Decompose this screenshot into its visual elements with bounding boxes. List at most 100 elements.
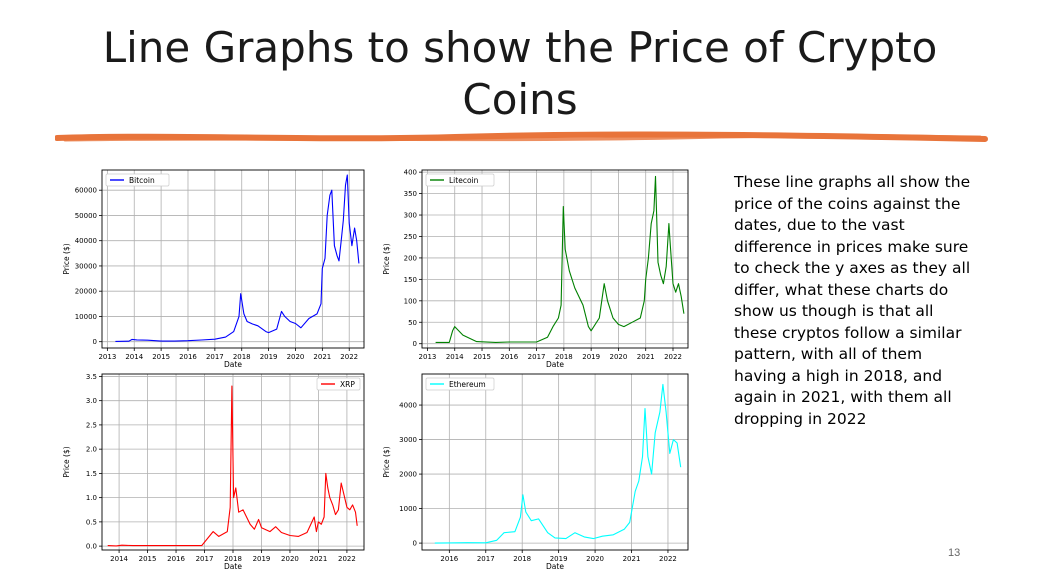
y-tick-label: 150 bbox=[404, 276, 417, 284]
underline-stroke-2 bbox=[63, 134, 982, 142]
x-tick-label: 2015 bbox=[139, 555, 157, 563]
x-tick-label: 2018 bbox=[233, 353, 251, 361]
slide-description: These line graphs all show the price of … bbox=[734, 173, 971, 428]
legend-label: Bitcoin bbox=[129, 176, 155, 185]
legend-box bbox=[316, 377, 361, 391]
y-tick-label: 1.5 bbox=[86, 470, 97, 478]
y-tick-label: 30000 bbox=[75, 262, 97, 270]
series-line-ethereum bbox=[434, 383, 682, 544]
x-axis-label: Date bbox=[546, 562, 564, 571]
y-tick-label: 400 bbox=[404, 169, 417, 177]
x-tick-label: 2014 bbox=[446, 353, 464, 361]
y-tick-label: 300 bbox=[404, 212, 417, 220]
x-tick-label: 2020 bbox=[610, 353, 628, 361]
title-underline bbox=[55, 131, 988, 142]
ethereum-chart: 2016 2017 2018 2019 2020 2021 2022 0 1000 2000 300… bbox=[382, 373, 689, 571]
y-axis-label: Price ($) bbox=[382, 446, 391, 477]
x-tick-label: 2015 bbox=[152, 353, 170, 361]
x-tick-label: 2022 bbox=[659, 555, 677, 563]
y-tick-label: 40000 bbox=[75, 237, 97, 245]
y-tick-label: 0.5 bbox=[86, 518, 97, 526]
x-tick-label: 2013 bbox=[98, 353, 116, 361]
series-line-xrp bbox=[107, 385, 358, 547]
legend-box bbox=[425, 377, 495, 391]
plot-frame bbox=[421, 373, 689, 551]
x-axis-label: Date bbox=[546, 360, 564, 369]
x-tick-label: 2021 bbox=[637, 353, 655, 361]
x-tick-label: 2020 bbox=[281, 555, 299, 563]
legend: Litecoin bbox=[425, 173, 495, 187]
y-tick-label: 4000 bbox=[399, 402, 417, 410]
x-tick-label: 2014 bbox=[125, 353, 143, 361]
litecoin-chart: 2013 2014 2015 2016 2017 2018 2019 2020 2021 2022… bbox=[382, 169, 689, 369]
x-tick-label: 2013 bbox=[419, 353, 437, 361]
x-tick-label: 2016 bbox=[500, 353, 518, 361]
y-tick-label: 20000 bbox=[75, 288, 97, 296]
y-tick-label: 50000 bbox=[75, 212, 97, 220]
x-tick-label: 2014 bbox=[110, 555, 128, 563]
legend-label: Litecoin bbox=[449, 176, 479, 185]
y-tick-label: 0.0 bbox=[86, 543, 97, 551]
legend: Bitcoin bbox=[105, 173, 170, 187]
x-tick-label: 2017 bbox=[528, 353, 546, 361]
x-tick-label: 2017 bbox=[477, 555, 495, 563]
y-tick-label: 3000 bbox=[399, 436, 417, 444]
plot-frame bbox=[101, 169, 365, 349]
bitcoin-chart: 2013 2014 2015 2016 2017 2018 2019 2020 2021 2022… bbox=[62, 169, 365, 369]
x-tick-label: 2022 bbox=[664, 353, 682, 361]
y-tick-label: 0 bbox=[413, 540, 417, 548]
slide-title: Line Graphs to show the Price of Crypto … bbox=[102, 23, 938, 124]
x-tick-label: 2018 bbox=[555, 353, 573, 361]
y-tick-label: 250 bbox=[404, 233, 417, 241]
x-tick-label: 2022 bbox=[340, 353, 358, 361]
series-line-litecoin bbox=[435, 175, 685, 343]
y-tick-label: 1.0 bbox=[86, 494, 97, 502]
x-tick-label: 2018 bbox=[224, 555, 242, 563]
x-tick-label: 2019 bbox=[260, 353, 278, 361]
x-axis-label: Date bbox=[224, 360, 242, 369]
x-tick-label: 2015 bbox=[473, 353, 491, 361]
legend: Ethereum bbox=[425, 377, 495, 391]
y-tick-label: 1000 bbox=[399, 505, 417, 513]
x-tick-label: 2018 bbox=[513, 555, 531, 563]
y-axis-label: Price ($) bbox=[382, 243, 391, 274]
legend: XRP bbox=[316, 377, 361, 391]
legend-box bbox=[105, 173, 170, 187]
xrp-chart: 2014 2015 2016 2017 2018 2019 2020 2021 2022 0.0 0… bbox=[62, 373, 365, 571]
x-tick-label: 2016 bbox=[179, 353, 197, 361]
x-tick-label: 2019 bbox=[550, 555, 568, 563]
y-tick-label: 2.0 bbox=[86, 446, 97, 454]
y-tick-label: 200 bbox=[404, 254, 417, 262]
x-tick-label: 2019 bbox=[582, 353, 600, 361]
x-tick-label: 2020 bbox=[287, 353, 305, 361]
plot-frame bbox=[101, 373, 365, 551]
x-tick-label: 2016 bbox=[440, 555, 458, 563]
y-axis-label: Price ($) bbox=[62, 446, 71, 477]
legend-label: XRP bbox=[340, 380, 355, 389]
y-tick-label: 350 bbox=[404, 190, 417, 198]
x-tick-label: 2022 bbox=[338, 555, 356, 563]
y-axis-label: Price ($) bbox=[62, 243, 71, 274]
legend-box bbox=[425, 173, 495, 187]
series-line-bitcoin bbox=[115, 174, 360, 342]
y-tick-label: 2.5 bbox=[86, 421, 97, 429]
y-tick-label: 3.5 bbox=[86, 373, 97, 381]
x-tick-label: 2021 bbox=[310, 555, 328, 563]
x-tick-label: 2017 bbox=[196, 555, 214, 563]
x-tick-label: 2016 bbox=[167, 555, 185, 563]
legend-label: Ethereum bbox=[449, 380, 486, 389]
y-tick-label: 2000 bbox=[399, 471, 417, 479]
plot-frame bbox=[421, 169, 689, 349]
y-tick-label: 50 bbox=[408, 319, 417, 327]
y-tick-label: 0 bbox=[413, 340, 417, 348]
x-tick-label: 2019 bbox=[253, 555, 271, 563]
x-tick-label: 2021 bbox=[623, 555, 641, 563]
y-tick-label: 0 bbox=[93, 338, 97, 346]
page-number: 13 bbox=[948, 547, 961, 559]
x-tick-label: 2020 bbox=[586, 555, 604, 563]
x-tick-label: 2017 bbox=[206, 353, 224, 361]
x-tick-label: 2021 bbox=[313, 353, 331, 361]
y-tick-label: 10000 bbox=[75, 313, 97, 321]
y-tick-label: 60000 bbox=[75, 187, 97, 195]
y-tick-label: 100 bbox=[404, 297, 417, 305]
